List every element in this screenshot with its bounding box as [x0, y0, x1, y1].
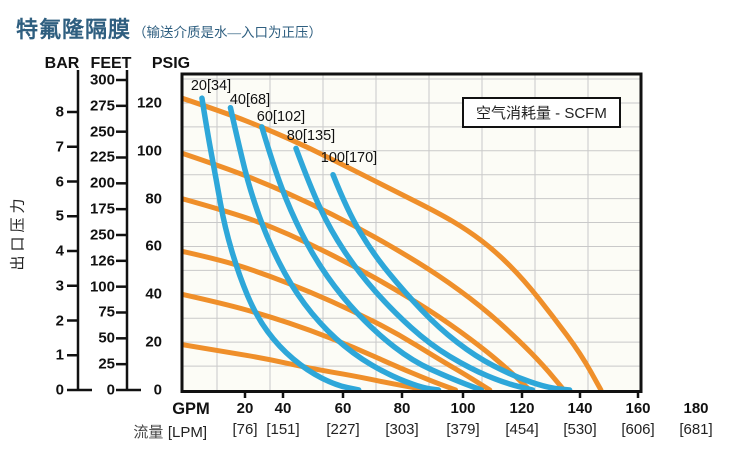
- curve-label-4068: 40[68]: [229, 92, 271, 108]
- gpm-tick-label: 20: [236, 400, 254, 417]
- feet-tick-label: 75: [98, 303, 115, 321]
- curve-label-60102: 60[102]: [256, 109, 306, 125]
- gpm-tick-label: 40: [274, 400, 292, 417]
- lpm-tick-label: [303]: [385, 421, 419, 438]
- axis-header-feet: FEET: [90, 55, 132, 72]
- feet-tick-label: 175: [89, 200, 115, 218]
- lpm-tick-label: [530]: [563, 421, 597, 438]
- gpm-tick-label: 60: [334, 400, 352, 417]
- feet-tick-label: 275: [89, 97, 115, 115]
- psig-tick-label: 100: [136, 142, 162, 160]
- curve-air-scfm-100: [330, 171, 573, 392]
- curve-air-scfm-40: [227, 104, 442, 392]
- feet-tick-label: 0: [106, 381, 115, 399]
- feet-tick-label: 100: [89, 278, 115, 296]
- gpm-tick-label: 180: [683, 400, 709, 417]
- chart-title: 特氟隆隔膜 （输送介质是水—入口为正压）: [16, 12, 322, 44]
- flow-label: 流量: [133, 424, 164, 441]
- left-scales: [67, 70, 640, 398]
- feet-tick-label: 126: [89, 252, 115, 270]
- bar-tick-label: 0: [55, 381, 64, 399]
- psig-tick-label: 0: [153, 381, 162, 399]
- psig-tick-label: 80: [145, 190, 162, 208]
- x-unit-lpm: [LPM]: [167, 424, 207, 441]
- curve-water-curve-6: [182, 342, 430, 392]
- plot-border: [180, 72, 643, 393]
- axis-header-psig: PSIG: [151, 55, 191, 72]
- psig-tick-label: 120: [136, 94, 162, 112]
- curve-label-80135: 80[135]: [286, 128, 336, 144]
- psig-tick-label: 40: [145, 285, 162, 303]
- legend-box: 空气消耗量 - SCFM: [462, 97, 621, 128]
- curve-water-curve-5: [182, 291, 459, 392]
- bar-tick-label: 7: [55, 138, 64, 156]
- x-unit-lpm-row: 流量 [LPM]: [133, 421, 207, 442]
- lpm-tick-label: [151]: [266, 421, 300, 438]
- x-unit-gpm: GPM: [172, 400, 210, 418]
- curve-label-2034: 20[34]: [190, 78, 232, 94]
- gpm-tick-label: 100: [450, 400, 476, 417]
- curve-air-scfm-60: [259, 124, 484, 392]
- feet-tick-label: 50: [98, 329, 115, 347]
- lpm-tick-label: [606]: [621, 421, 655, 438]
- bar-tick-label: 1: [55, 346, 64, 364]
- axis-header-bar: BAR: [44, 55, 80, 72]
- bar-tick-label: 6: [55, 173, 64, 190]
- curve-water-curve-2: [182, 150, 567, 392]
- feet-tick-label: 225: [89, 148, 115, 166]
- curve-air-scfm-20: [199, 95, 362, 392]
- lpm-tick-label: [379]: [446, 421, 480, 438]
- feet-tick-label: 200: [89, 174, 115, 192]
- curve-air-scfm-80: [293, 145, 536, 392]
- gpm-tick-label: 140: [567, 400, 593, 417]
- feet-tick-label: 300: [89, 71, 115, 89]
- feet-tick-label: 250: [89, 226, 115, 244]
- bar-tick-label: 2: [55, 312, 64, 329]
- curve-water-curve-3: [182, 196, 533, 392]
- y-axis-label: 出口压力: [9, 194, 27, 271]
- bar-tick-label: 3: [55, 277, 64, 295]
- curves: [182, 95, 604, 392]
- lpm-tick-label: [227]: [326, 421, 360, 438]
- psig-tick-label: 60: [145, 237, 162, 255]
- curve-water-curve-1: [182, 95, 604, 392]
- lpm-tick-label: [76]: [232, 421, 258, 438]
- feet-tick-label: 25: [98, 355, 115, 373]
- y-axis-label-wrap: 出口压力: [0, 195, 62, 271]
- psig-tick-label: 20: [145, 333, 162, 351]
- feet-tick-label: 250: [89, 123, 115, 141]
- chart-title-sub: （输送介质是水—入口为正压）: [133, 25, 323, 40]
- gpm-tick-label: 160: [625, 400, 651, 417]
- gpm-tick-label: 120: [509, 400, 535, 417]
- chart-title-main: 特氟隆隔膜: [16, 17, 132, 42]
- legend-text: 空气消耗量 - SCFM: [476, 105, 607, 122]
- gpm-tick-label: 80: [393, 400, 411, 417]
- lpm-tick-label: [681]: [679, 421, 713, 438]
- bar-tick-label: 5: [55, 207, 64, 225]
- lpm-tick-label: [454]: [505, 421, 539, 438]
- curve-label-100170: 100[170]: [320, 150, 378, 166]
- bar-tick-label: 4: [55, 242, 64, 260]
- bar-tick-label: 8: [55, 103, 64, 121]
